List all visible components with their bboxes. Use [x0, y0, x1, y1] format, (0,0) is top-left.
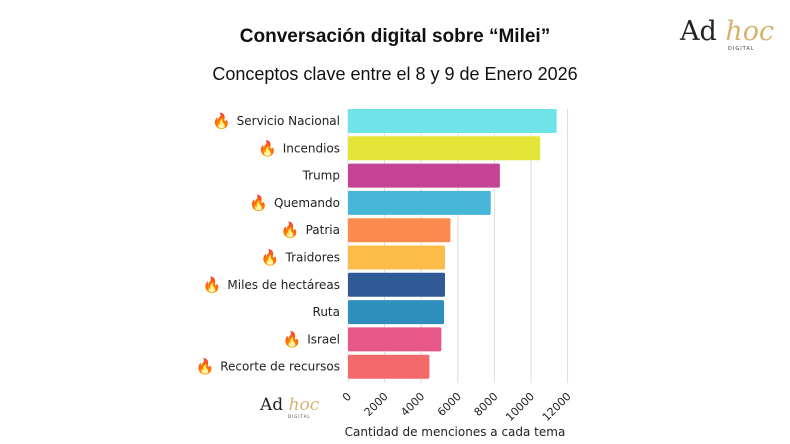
x-tick-label: 6000: [435, 390, 464, 419]
bar: [348, 245, 445, 270]
x-tick-label: 10000: [503, 390, 537, 424]
category-label: Trump: [302, 169, 340, 183]
bar: [348, 163, 500, 188]
category-label: Ruta: [313, 305, 340, 319]
logo-accent-text: hoc: [725, 16, 775, 47]
fire-icon: 🔥: [196, 358, 215, 376]
category-label: Patria: [306, 223, 340, 237]
logo-sub-text: DIGITAL: [288, 414, 311, 419]
fire-icon: 🔥: [281, 221, 300, 239]
logo-main-text: Ad: [260, 395, 284, 415]
category-label: Recorte de recursos: [220, 360, 340, 374]
logo-sub-text: DIGITAL: [728, 46, 755, 52]
chart-title: Conversación digital sobre “Milei”: [239, 26, 551, 47]
fire-icon: 🔥: [283, 330, 302, 348]
category-label: Incendios: [283, 141, 340, 155]
category-label: Servicio Nacional: [237, 114, 340, 128]
fire-icon: 🔥: [261, 249, 280, 267]
logo-main-text: Ad: [680, 16, 717, 47]
bar: [348, 109, 557, 133]
fire-icon: 🔥: [258, 139, 277, 157]
fire-icon: 🔥: [203, 276, 222, 294]
fire-icon: 🔥: [212, 112, 231, 130]
adhoc-logo-top: Ad hoc DIGITAL: [680, 16, 775, 53]
bar: [348, 136, 541, 161]
x-tick-label: 8000: [472, 390, 501, 419]
x-tick-label: 4000: [398, 390, 427, 419]
adhoc-logo-bottom: Ad hoc DIGITAL: [260, 396, 319, 419]
x-axis-title: Cantidad de menciones a cada tema: [345, 425, 566, 439]
category-labels: Servicio Nacional 🔥 Incendios 🔥 Trump Quemand…: [196, 112, 341, 376]
bar: [348, 354, 430, 379]
bar: [348, 272, 445, 297]
bar: [348, 190, 491, 215]
x-tick-label: 2000: [362, 390, 391, 419]
bar: [348, 218, 451, 243]
x-tick-label: 12000: [540, 390, 574, 424]
x-tick-label: 0: [340, 390, 354, 404]
bar: [348, 327, 442, 352]
category-label: Quemando: [274, 196, 340, 210]
category-label: Israel: [307, 332, 340, 346]
bar: [348, 300, 445, 325]
fire-icon: 🔥: [249, 194, 268, 212]
category-label: Miles de hectáreas: [227, 278, 340, 292]
logo-accent-text: hoc: [288, 395, 320, 415]
bars: [348, 109, 557, 379]
chart-subtitle: Conceptos clave entre el 8 y 9 de Enero …: [212, 64, 578, 84]
x-tick-labels: 0 2000 4000 6000 8000 10000 12000: [340, 390, 574, 424]
category-label: Traidores: [285, 251, 340, 265]
